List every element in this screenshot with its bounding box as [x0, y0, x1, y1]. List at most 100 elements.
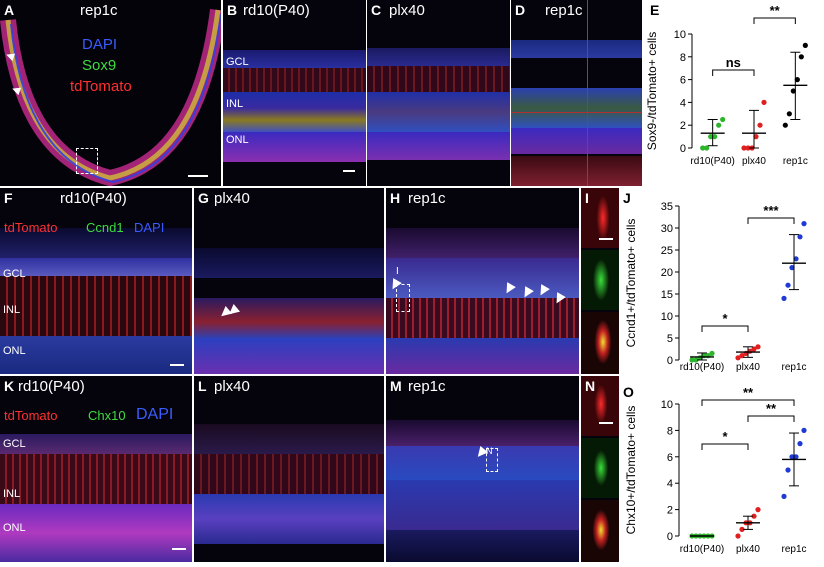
panel-m-retina-section: N M rep1c [386, 376, 579, 562]
chart-e-svg: 0 2 4 6 8 10 Sox9-/tdTomato+ cells rd10(P40) plx… [645, 3, 808, 167]
layer-inl: INL [226, 98, 244, 110]
data-point [751, 513, 757, 519]
chart-o-container: O 0 2 4 6 8 10 Chx10+/tdTomato+ cells rd10(P40)… [621, 376, 824, 562]
y-tick-label: 6 [680, 75, 686, 87]
x-category-label: plx40 [742, 156, 766, 167]
data-point [790, 88, 796, 94]
chart-label: O [623, 384, 634, 400]
significance-bracket [701, 325, 749, 332]
data-point [751, 346, 757, 352]
scale-bar [599, 238, 613, 240]
stain-dapi: DAPI [136, 406, 174, 423]
y-tick-label: 8 [680, 52, 686, 64]
onl-band [0, 504, 192, 562]
y-tick-label: 35 [661, 201, 673, 213]
gcl-band [511, 40, 642, 58]
scale-bar [170, 364, 184, 366]
data-point [716, 122, 722, 128]
data-point [735, 355, 741, 361]
stain-dapi: DAPI [134, 220, 165, 235]
data-point [735, 533, 741, 539]
onl-band [511, 128, 642, 154]
stain-tdtomato: tdTomato [4, 408, 58, 423]
panel-n-inset: N [581, 376, 619, 562]
panel-title: rd10(P40) [60, 190, 127, 207]
zoom-region-box [76, 148, 98, 174]
y-tick-label: 20 [661, 267, 673, 279]
onl-band [367, 132, 510, 160]
data-point [755, 507, 761, 513]
significance-bracket [701, 399, 795, 406]
x-category-label: rep1c [783, 156, 808, 167]
panel-label: F [4, 190, 13, 206]
panel-label: H [390, 190, 401, 206]
processes-band [0, 454, 192, 504]
panel-label: N [585, 378, 596, 394]
onl-band [386, 530, 579, 562]
panel-f-retina-section: F rd10(P40) tdTomato Ccnd1 DAPI GCL INL … [0, 188, 192, 374]
panel-title: rd10(P40) [243, 2, 310, 19]
data-point [785, 467, 791, 473]
layer-gcl: GCL [3, 268, 26, 280]
x-category-label: rep1c [781, 362, 806, 373]
gcl-band [386, 446, 579, 480]
panel-i-inset: I [581, 188, 619, 374]
data-point [745, 145, 751, 151]
stain-tdtomato: tdTomato [4, 220, 58, 235]
data-point [789, 454, 795, 460]
top-band [194, 424, 384, 454]
data-point [798, 54, 804, 60]
panel-l-retina-section: L plx40 [194, 376, 384, 562]
data-point [755, 344, 761, 350]
onl-band [194, 338, 384, 374]
data-point [700, 145, 706, 151]
scale-bar [172, 548, 186, 550]
chart-label: J [623, 190, 631, 206]
panel-title: plx40 [214, 190, 250, 207]
orthogonal-strip [511, 156, 642, 186]
top-band [0, 228, 192, 258]
y-axis-label: Ccnd1+/tdTomato+ cells [624, 219, 638, 348]
scale-bar [343, 170, 355, 172]
panel-g-retina-section: G plx40 [194, 188, 384, 374]
data-point [757, 122, 763, 128]
chart-j-svg: 0 5 10 15 20 25 30 35 Ccnd1+/tdTomato+ cells rd10… [624, 201, 807, 373]
inset-green [581, 438, 619, 498]
significance-label: * [722, 429, 728, 444]
panel-title: plx40 [389, 2, 425, 19]
onl-band [223, 132, 366, 162]
panel-k-retina-section: K rd10(P40) tdTomato Chx10 DAPI GCL INL … [0, 376, 192, 562]
significance-bracket [712, 69, 755, 76]
stain-tdtomato: tdTomato [70, 78, 132, 95]
y-axis-label: Chx10+/tdTomato+ cells [624, 406, 638, 535]
layer-onl: ONL [226, 134, 249, 146]
layer-gcl: GCL [3, 438, 26, 450]
data-point [741, 145, 747, 151]
inset-green [581, 250, 619, 310]
panel-label: C [371, 2, 382, 18]
panel-title: rep1c [408, 378, 446, 395]
data-point [781, 295, 787, 301]
significance-label: * [722, 311, 728, 326]
data-point [689, 357, 695, 363]
data-point [693, 357, 699, 363]
panel-label: A [4, 2, 15, 18]
layer-onl: ONL [3, 345, 26, 357]
inset-mark: I [396, 266, 399, 277]
stain-sox9: Sox9 [82, 57, 117, 74]
chart-j-container: J 0 5 10 15 20 25 30 35 Ccnd1+/tdTomato+ cells rd… [621, 188, 824, 374]
top-band [386, 420, 579, 446]
data-point [708, 134, 714, 140]
panel-title: rd10(P40) [18, 378, 85, 395]
panel-label: K [4, 378, 15, 394]
layer-gcl: GCL [226, 56, 249, 68]
inset-box [486, 448, 498, 472]
layer-inl: INL [3, 488, 21, 500]
significance-bracket [701, 443, 749, 450]
crosshair-horizontal [511, 112, 642, 113]
data-point [781, 493, 787, 499]
panel-title: plx40 [214, 378, 250, 395]
gcl-band [0, 434, 192, 454]
top-band [194, 248, 384, 278]
inl-band [386, 298, 579, 338]
